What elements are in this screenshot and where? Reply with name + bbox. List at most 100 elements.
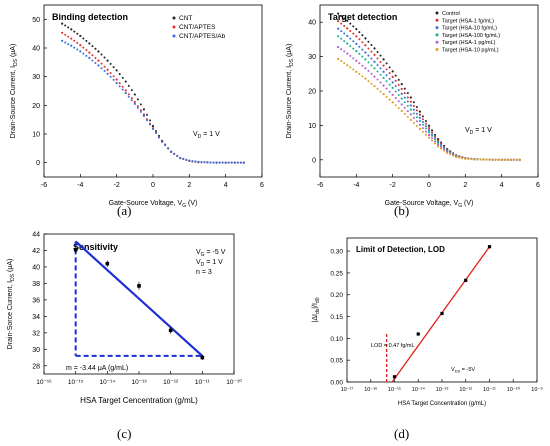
legend-label: Target (HSA-10 pg/mL): [442, 48, 499, 54]
data-point: [124, 89, 127, 92]
data-point: [158, 136, 161, 139]
y-tick-label: 10: [308, 123, 316, 130]
data-point: [73, 39, 76, 42]
data-point: [340, 15, 343, 18]
data-point: [394, 79, 397, 82]
x-tick-label: 10⁻¹⁶: [36, 379, 52, 386]
data-point: [385, 87, 388, 90]
data-point: [358, 38, 361, 41]
y-tick-label: 32: [32, 330, 40, 337]
data-point: [67, 43, 70, 46]
data-point: [121, 76, 124, 79]
data-point: [370, 64, 373, 67]
data-point: [79, 44, 82, 47]
data-point: [155, 129, 158, 132]
caption-c: (c): [117, 426, 132, 441]
data-point: [412, 112, 415, 115]
data-point: [130, 97, 133, 100]
data-point: [100, 53, 103, 56]
data-point: [352, 32, 355, 35]
data-point: [391, 86, 394, 90]
caption-a: (a): [117, 203, 132, 218]
data-point: [488, 158, 491, 161]
data-point: [70, 37, 73, 40]
data-point: [355, 42, 358, 45]
y-tick-label: 0.30: [330, 249, 343, 256]
data-point: [409, 108, 412, 111]
data-point: [406, 110, 409, 113]
data-point: [392, 375, 397, 379]
x-tick-label: 10⁻¹¹: [195, 379, 211, 386]
annotation-vd: VD = 1 V: [193, 131, 220, 140]
data-point: [124, 80, 127, 83]
data-point: [370, 82, 373, 85]
data-point: [382, 64, 385, 67]
x-axis-label: Gate-Source Voltage, VG (V): [109, 200, 198, 209]
data-point: [388, 83, 391, 86]
data-point: [412, 101, 415, 104]
y-axis-label: Drain-Source Current, IDS (μA): [286, 44, 295, 139]
legend-label: Control: [442, 11, 460, 17]
data-point: [409, 96, 412, 99]
data-point: [79, 50, 82, 53]
x-tick-label: 10⁻¹⁴: [100, 379, 116, 386]
data-point: [127, 95, 130, 98]
x-axis-label: Gate-Source Voltage, VG (V): [385, 200, 474, 209]
y-tick-label: 0.20: [330, 292, 343, 299]
data-point: [352, 47, 355, 50]
data-point: [91, 59, 94, 62]
data-point: [142, 114, 146, 118]
x-tick-label: -6: [317, 182, 323, 189]
x-tick-label: 10⁻¹⁶: [364, 386, 377, 393]
series-5: [337, 57, 521, 161]
data-point: [400, 103, 403, 106]
data-point: [64, 33, 67, 36]
x-tick-label: 10⁻¹³: [132, 379, 148, 386]
data-point: [364, 44, 367, 47]
data-point: [182, 157, 185, 160]
data-point: [373, 75, 376, 78]
data-point: [403, 96, 406, 99]
series-4: [337, 45, 521, 161]
series-1: [61, 31, 245, 164]
data-point: [352, 25, 355, 28]
data-point: [361, 48, 364, 51]
data-point: [434, 140, 437, 143]
data-point: [185, 158, 188, 161]
legend-marker: [435, 33, 439, 37]
data-point: [418, 110, 422, 113]
legend-label: CNT/APTES: [179, 24, 216, 31]
data-point: [112, 66, 115, 69]
data-point: [343, 62, 346, 65]
x-tick-label: -6: [41, 182, 47, 189]
data-point: [73, 30, 76, 33]
data-point: [385, 62, 388, 65]
data-point: [415, 109, 418, 112]
x-tick-label: 10⁻¹⁰: [226, 378, 242, 386]
fit-line: [74, 240, 204, 357]
data-point: [76, 41, 79, 44]
data-point: [394, 104, 397, 107]
x-tick-label: 10⁻¹²: [163, 379, 179, 386]
data-point: [109, 75, 112, 78]
y-tick-label: 34: [32, 314, 40, 321]
data-point: [61, 22, 64, 25]
data-point: [515, 158, 518, 161]
data-point: [379, 81, 382, 84]
data-point: [394, 74, 397, 77]
data-point: [434, 135, 437, 138]
data-point: [406, 115, 409, 118]
data-point: [145, 113, 148, 116]
data-point: [497, 158, 500, 161]
data-point: [391, 93, 394, 96]
data-point: [343, 50, 346, 53]
chart-title: Binding detection: [52, 12, 128, 22]
data-point: [376, 64, 379, 67]
data-point: [424, 125, 427, 128]
legend-label: CNT: [179, 15, 192, 22]
annotation-slope: m = -3.44 μA (g/mL): [66, 365, 128, 372]
data-point: [242, 161, 245, 164]
y-tick-label: 0.05: [330, 358, 343, 365]
x-tick-label: 10⁻¹³: [436, 387, 449, 393]
data-point: [382, 58, 385, 61]
